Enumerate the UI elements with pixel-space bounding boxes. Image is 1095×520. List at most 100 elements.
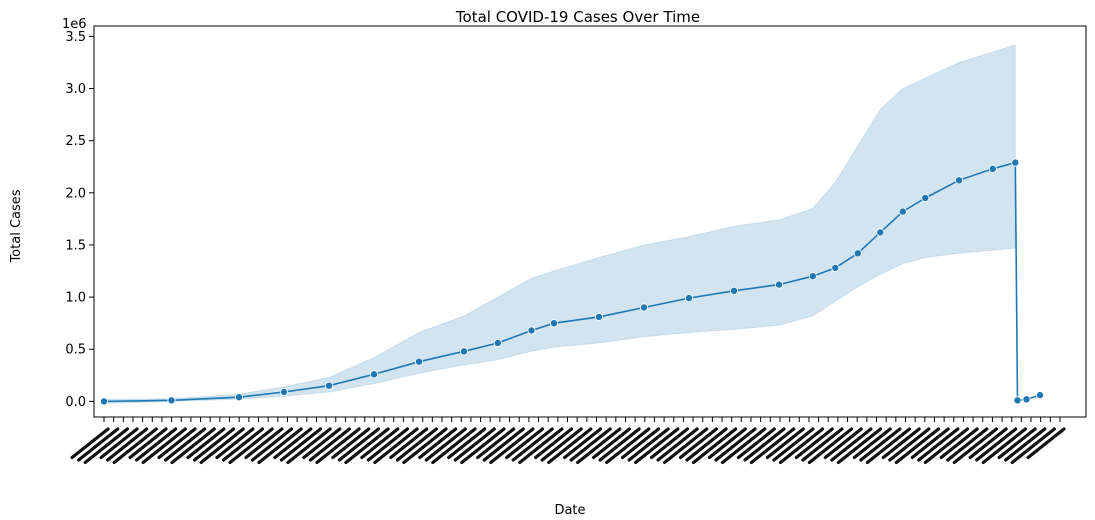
x-tick-label <box>888 427 931 462</box>
y-tick-label: 2.5 <box>65 134 86 149</box>
x-tick-label <box>685 427 728 462</box>
x-tick-label <box>605 427 651 465</box>
y-axis-ticks: 0.0 0.5 1.0 1.5 2.0 2.5 3.0 3.5 <box>65 30 94 410</box>
x-tick-label <box>199 427 245 465</box>
y-tick-label: 0.5 <box>65 343 86 358</box>
data-point <box>324 381 333 390</box>
y-axis-offset-label: 1e6 <box>62 17 87 32</box>
x-tick-label <box>620 427 661 460</box>
x-tick-label <box>482 427 525 462</box>
data-point <box>640 303 649 312</box>
x-tick-label <box>547 427 593 465</box>
x-tick-label <box>946 427 989 462</box>
data-point <box>527 326 536 335</box>
x-tick-label <box>286 427 332 465</box>
x-tick-label <box>563 427 603 460</box>
x-tick-label <box>968 427 1008 460</box>
x-tick-label <box>70 427 110 460</box>
x-tick-label <box>476 427 516 460</box>
data-point <box>898 207 907 216</box>
x-tick-label <box>366 427 409 462</box>
y-tick-label: 3.5 <box>65 30 86 45</box>
x-tick-label <box>720 427 767 465</box>
x-tick-label <box>649 427 689 460</box>
data-point <box>1013 396 1022 405</box>
x-tick-label <box>279 427 323 462</box>
x-tick-label <box>250 427 294 462</box>
x-tick-label <box>691 427 738 465</box>
x-tick-label <box>807 427 854 465</box>
x-tick-label <box>518 427 564 465</box>
y-tick-label: 3.0 <box>65 82 86 97</box>
x-tick-label <box>373 427 419 465</box>
x-tick-label <box>163 427 207 462</box>
x-tick-label <box>540 427 583 462</box>
data-point <box>876 228 885 237</box>
data-point <box>493 338 502 347</box>
x-tick-label <box>1004 427 1047 462</box>
x-tick-label <box>244 427 284 460</box>
plot-area <box>94 26 1086 417</box>
series-line-layer <box>103 161 1041 403</box>
x-tick-label <box>106 427 149 462</box>
data-point <box>955 176 964 185</box>
x-tick-label <box>360 427 400 460</box>
series-line <box>103 161 1041 403</box>
x-tick-label <box>707 427 747 460</box>
data-point <box>988 164 997 173</box>
x-tick-label <box>331 427 371 460</box>
x-tick-label <box>134 427 178 462</box>
x-tick-label <box>344 427 390 465</box>
x-tick-label <box>447 427 487 460</box>
x-tick-label <box>273 427 313 460</box>
data-point <box>167 396 176 405</box>
y-tick-label: 2.0 <box>65 186 86 201</box>
x-tick-label <box>460 427 506 465</box>
data-point <box>775 280 784 289</box>
x-tick-label <box>77 427 120 462</box>
x-tick-label <box>431 427 477 465</box>
x-tick-label <box>852 427 892 460</box>
x-tick-label <box>1010 427 1056 465</box>
data-point <box>685 294 694 303</box>
data-point <box>730 286 739 295</box>
data-point <box>595 312 604 321</box>
x-tick-label <box>736 427 776 460</box>
x-tick-label <box>99 427 139 460</box>
data-point <box>369 370 378 379</box>
x-tick-label <box>865 427 912 465</box>
series-marker-layer <box>100 158 1045 406</box>
x-tick-label <box>192 427 236 462</box>
x-tick-label <box>836 427 883 465</box>
x-tick-label <box>981 427 1027 465</box>
x-tick-label <box>591 427 632 460</box>
x-tick-label <box>939 427 979 460</box>
x-tick-label <box>662 427 709 465</box>
x-tick-label <box>1026 427 1066 460</box>
x-tick-label <box>228 427 274 465</box>
x-tick-label <box>997 427 1037 460</box>
x-tick-label <box>308 427 352 462</box>
x-tick-label <box>778 427 825 465</box>
x-tick-label <box>881 427 921 460</box>
x-tick-label <box>128 427 168 460</box>
x-tick-label <box>569 427 612 462</box>
x-tick-label <box>257 427 303 465</box>
x-tick-label <box>424 427 467 462</box>
data-point <box>1011 158 1020 167</box>
data-point <box>414 357 423 366</box>
y-tick-label: 1.0 <box>65 291 86 306</box>
x-tick-label <box>170 427 216 465</box>
x-tick-label <box>801 427 844 462</box>
x-tick-label <box>186 427 226 460</box>
x-tick-label <box>112 427 158 465</box>
x-tick-label <box>395 427 438 462</box>
data-point <box>921 193 930 202</box>
y-tick-label: 0.0 <box>65 395 86 410</box>
x-tick-label <box>830 427 873 462</box>
x-tick-label <box>221 427 265 462</box>
x-tick-label <box>656 427 699 462</box>
x-tick-label <box>952 427 999 465</box>
x-tick-label <box>315 427 361 465</box>
